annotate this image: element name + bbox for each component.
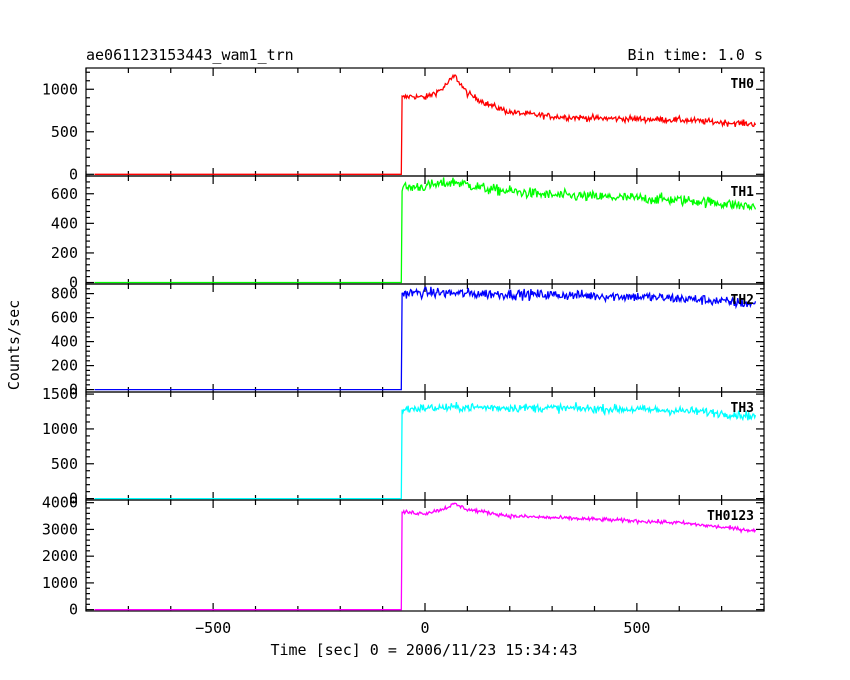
panel-th0123-series-line bbox=[94, 502, 757, 611]
panel-th2-frame bbox=[85, 283, 765, 393]
panel-th2-ytick-label: 400 bbox=[51, 333, 78, 351]
x-axis-label: Time [sec] 0 = 2006/11/23 15:34:43 bbox=[270, 641, 577, 659]
panel-th2-ytick-label: 0 bbox=[69, 381, 78, 399]
chart-title: ae061123153443_wam1_trn bbox=[86, 46, 294, 64]
panels-group: 0 500 1000 TH0 0 200 400 600 TH1 0 200 400 600 800 TH2… bbox=[42, 67, 765, 637]
panel-th3-ytick-label: 1000 bbox=[42, 420, 78, 438]
y-axis-label: Counts/sec bbox=[5, 300, 23, 390]
panel-th1-frame bbox=[85, 175, 765, 285]
panel-th3-ytick-label: 0 bbox=[69, 490, 78, 508]
panel-th0123-label: TH0123 bbox=[707, 509, 754, 524]
x-tick-label: 0 bbox=[420, 619, 429, 637]
panel-th1-ytick-label: 0 bbox=[69, 274, 78, 292]
panel-th1-ytick-label: 600 bbox=[51, 185, 78, 203]
panel-th0-series-line bbox=[94, 73, 757, 175]
panel-th0123-ytick-label: 4000 bbox=[42, 494, 78, 512]
panel-th0123-frame bbox=[85, 499, 765, 612]
panel-th0-frame bbox=[85, 67, 765, 177]
panel-th1-label: TH1 bbox=[731, 185, 755, 200]
panel-th0123-ytick-label: 0 bbox=[69, 601, 78, 619]
bin-time-label: Bin time: 1.0 s bbox=[628, 46, 763, 64]
panel-th3-label: TH3 bbox=[731, 401, 754, 416]
panel-th3-ytick-label: 500 bbox=[51, 455, 78, 473]
panel-th0123-ytick-label: 3000 bbox=[42, 520, 78, 538]
panel-th0-ytick-label: 0 bbox=[69, 165, 78, 183]
panel-th1-series-line bbox=[94, 177, 757, 284]
panel-th0-ytick-label: 1000 bbox=[42, 80, 78, 98]
panel-th3-series-line bbox=[94, 401, 757, 500]
panel-th0123-ytick-label: 1000 bbox=[42, 574, 78, 592]
x-tick-label: 500 bbox=[623, 619, 650, 637]
x-tick-label: −500 bbox=[195, 619, 231, 637]
panel-th2-series-line bbox=[94, 286, 757, 391]
panel-th2-label: TH2 bbox=[731, 293, 754, 308]
panel-th0123-ytick-label: 2000 bbox=[42, 547, 78, 565]
panel-th2-ytick-label: 200 bbox=[51, 357, 78, 375]
panel-th3-frame bbox=[85, 391, 765, 501]
panel-th1-ytick-label: 400 bbox=[51, 214, 78, 232]
panel-th0-label: TH0 bbox=[731, 77, 755, 92]
panel-th2-ytick-label: 600 bbox=[51, 309, 78, 327]
panel-th0-ytick-label: 500 bbox=[51, 123, 78, 141]
panel-th1-ytick-label: 200 bbox=[51, 244, 78, 262]
panel-th2-ytick-label: 800 bbox=[51, 285, 78, 303]
panel-th3-ytick-label: 1500 bbox=[42, 385, 78, 403]
